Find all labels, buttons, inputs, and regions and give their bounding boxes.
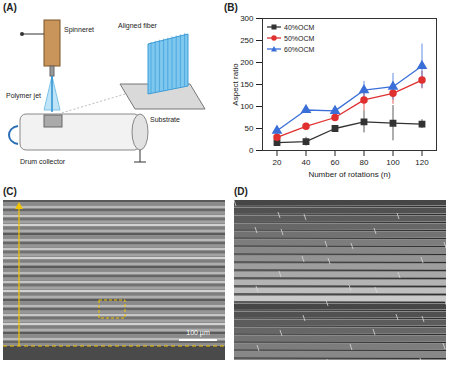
svg-text:60: 60 — [331, 158, 340, 167]
svg-text:Polymer jet: Polymer jet — [6, 92, 41, 100]
svg-text:200: 200 — [240, 58, 254, 67]
html-text:(A): (A) — [3, 2, 17, 13]
svg-text:300: 300 — [240, 14, 254, 23]
svg-text:40%OCM: 40%OCM — [284, 24, 315, 31]
svg-text:Aspect ratio: Aspect ratio — [231, 63, 240, 106]
svg-text:100: 100 — [240, 102, 254, 111]
svg-text:0: 0 — [249, 146, 254, 155]
svg-text:Drum collector: Drum collector — [20, 158, 66, 165]
svg-text:Substrate: Substrate — [150, 116, 180, 123]
html-text:(C): (C) — [3, 186, 17, 197]
svg-text:80: 80 — [360, 158, 369, 167]
svg-text:250: 250 — [240, 36, 254, 45]
svg-text:Spinneret: Spinneret — [64, 26, 94, 34]
svg-text:100 µm: 100 µm — [186, 329, 210, 337]
html-text:(B): (B) — [224, 2, 238, 13]
svg-text:50%OCM: 50%OCM — [284, 35, 315, 42]
svg-text:Number of rotations (n): Number of rotations (n) — [308, 170, 391, 179]
svg-text:20: 20 — [273, 158, 282, 167]
svg-text:150: 150 — [240, 80, 254, 89]
svg-text:50: 50 — [245, 124, 254, 133]
svg-text:40: 40 — [302, 158, 311, 167]
svg-text:100: 100 — [386, 158, 400, 167]
svg-text:Aligned fiber: Aligned fiber — [118, 22, 158, 30]
svg-text:120: 120 — [415, 158, 429, 167]
html-text:(D): (D) — [234, 186, 248, 197]
svg-text:60%OCM: 60%OCM — [284, 46, 315, 53]
